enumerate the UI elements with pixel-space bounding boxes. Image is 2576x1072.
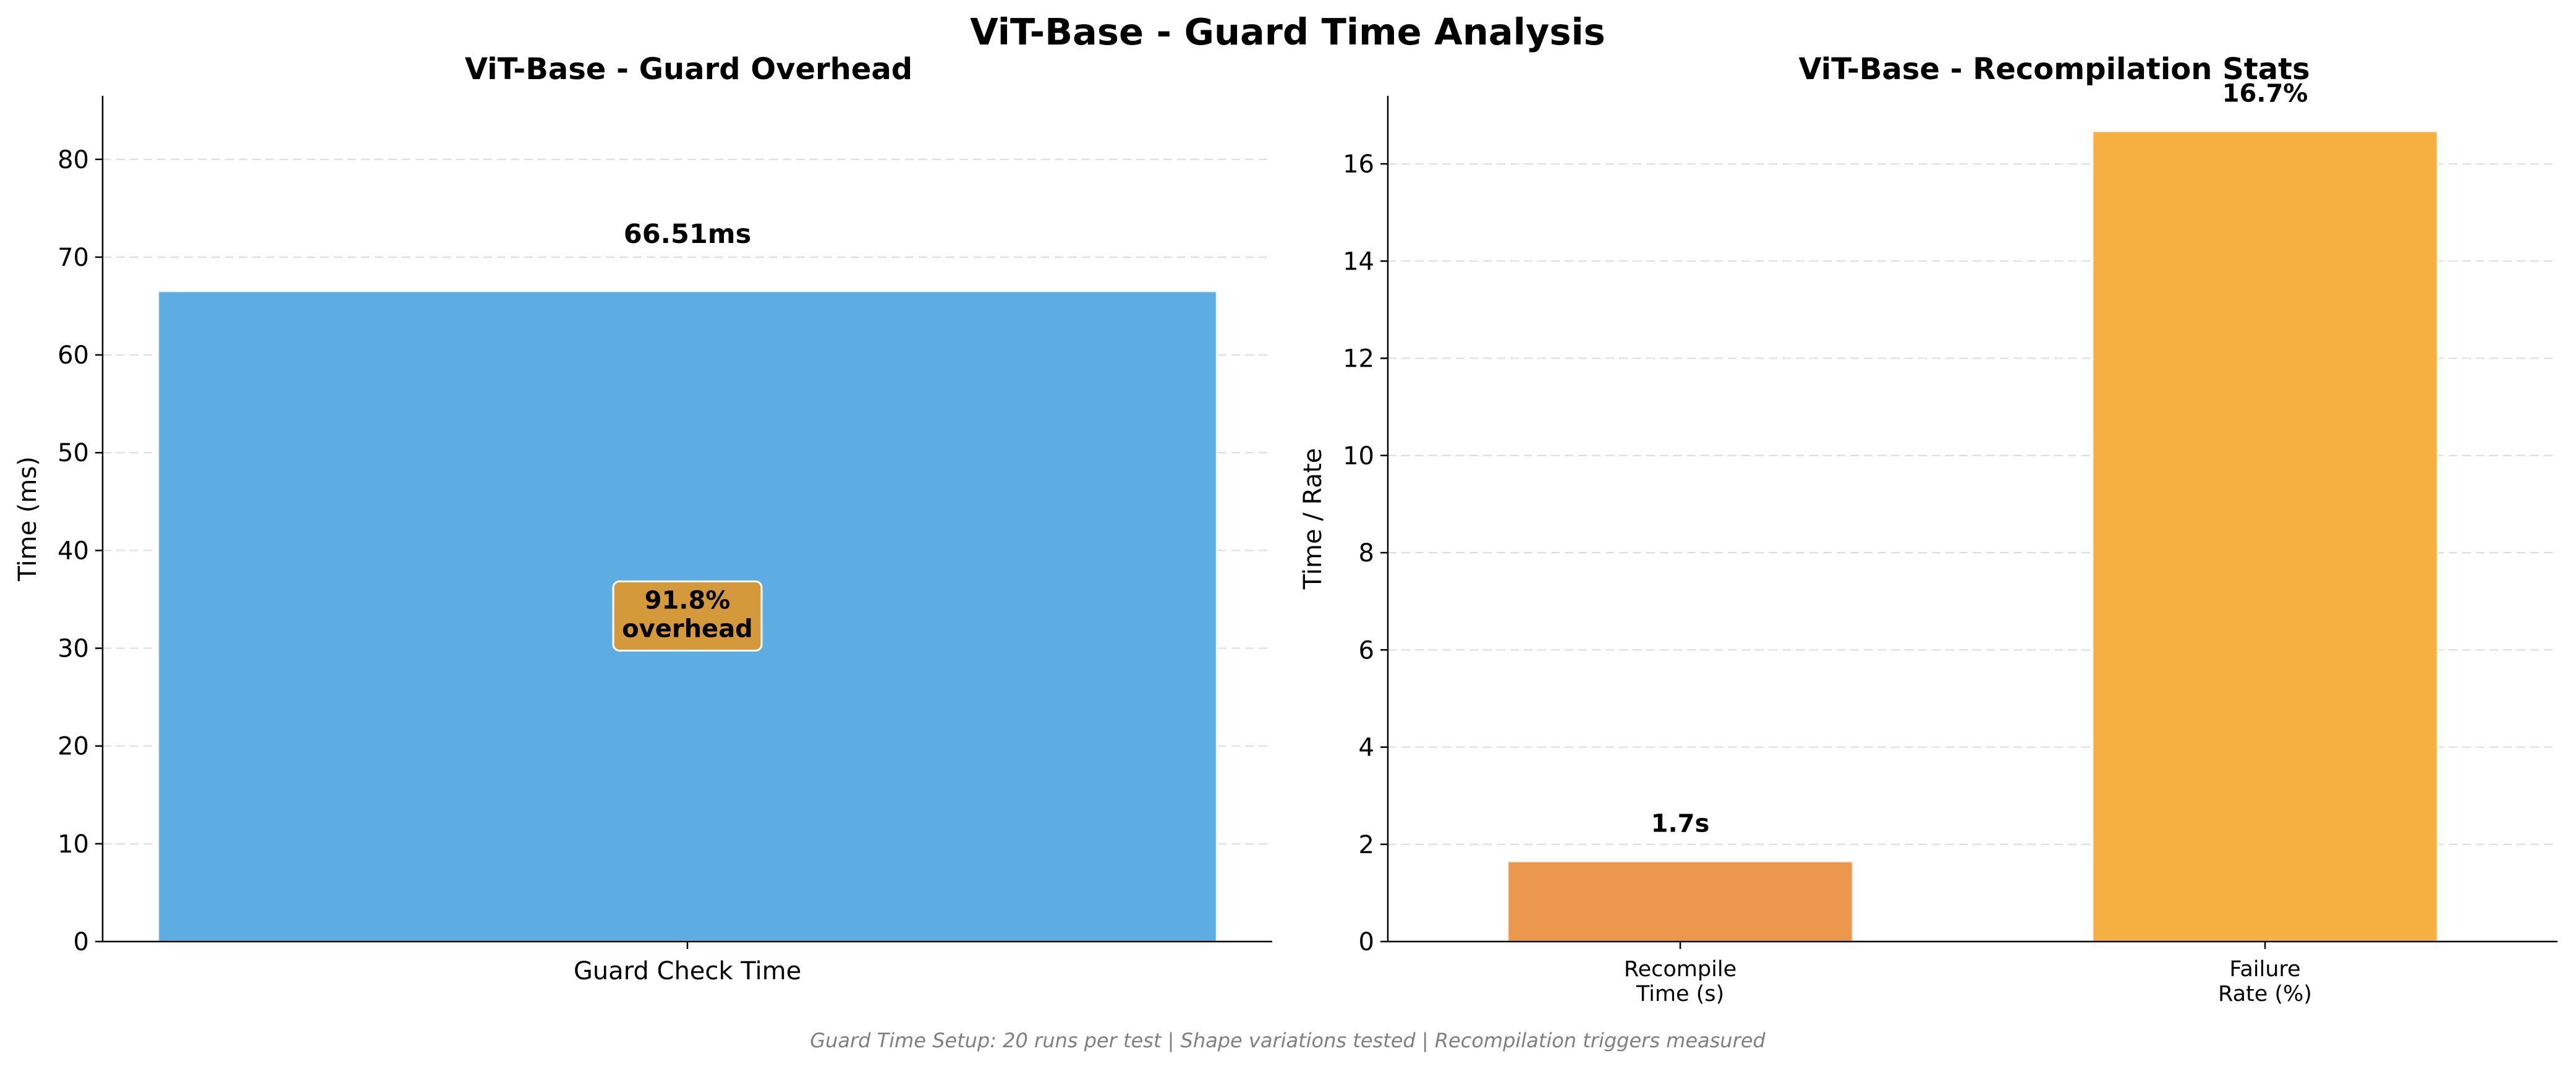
chart-1-title: ViT-Base - Recompilation Stats xyxy=(1798,52,2310,87)
chart-1-value-label-0: 1.7s xyxy=(1651,809,1710,838)
chart-0-annotation-badge xyxy=(612,580,763,652)
figure-title: ViT-Base - Guard Time Analysis xyxy=(970,11,1605,53)
chart-0-ytick-label: 40 xyxy=(57,537,89,565)
chart-1-ytick-label: 0 xyxy=(1359,928,1374,956)
chart-0-ytick-label: 70 xyxy=(57,244,89,272)
chart-guard-overhead: ViT-Base - Guard Overhead 0 10 20 30 40 50 60 70… xyxy=(14,52,1272,985)
chart-1-category-label-0: Recompile xyxy=(1624,957,1736,982)
chart-1-category-label-1: Rate (%) xyxy=(2218,982,2312,1006)
chart-1-ytick-label: 8 xyxy=(1359,539,1374,568)
chart-1-ytick-label: 4 xyxy=(1359,734,1374,762)
chart-0-category-label-0: Guard Check Time xyxy=(574,957,801,985)
chart-0-ytick-label: 10 xyxy=(57,830,89,859)
chart-0-ytick-label: 0 xyxy=(74,928,89,956)
chart-1-ytick-label: 2 xyxy=(1359,831,1374,859)
chart-0-ylabel: Time (ms) xyxy=(14,456,42,582)
chart-1-ytick-label: 6 xyxy=(1359,636,1374,665)
chart-1-value-label-1: 16.7% xyxy=(2222,79,2308,108)
chart-0-ytick-label: 50 xyxy=(57,439,89,467)
chart-1-bar-0 xyxy=(1507,860,1854,943)
chart-0-title: ViT-Base - Guard Overhead xyxy=(465,52,912,87)
chart-1-category-label-0: Time (s) xyxy=(1636,982,1724,1006)
chart-recompilation-stats: ViT-Base - Recompilation Stats 0 2 4 6 8 10 12 1… xyxy=(1299,52,2557,1006)
chart-0-ytick-label: 20 xyxy=(57,733,89,761)
chart-0-ytick-label: 60 xyxy=(57,341,89,370)
chart-0-annotation-text: overhead xyxy=(622,615,753,643)
chart-1-ylabel: Time / Rate xyxy=(1299,448,1327,590)
chart-1-bar-1 xyxy=(2091,130,2439,943)
chart-0-ytick-label: 80 xyxy=(57,146,89,174)
chart-0-value-label-0: 66.51ms xyxy=(624,219,751,250)
chart-1-ytick-label: 16 xyxy=(1343,150,1374,179)
chart-1-category-label-1: Failure xyxy=(2229,957,2300,982)
chart-0-annotation-text: 91.8% xyxy=(645,586,731,615)
footnote: Guard Time Setup: 20 runs per test | Sha… xyxy=(810,1029,1766,1052)
chart-1-ytick-label: 14 xyxy=(1343,247,1374,276)
chart-0-ytick-label: 30 xyxy=(57,635,89,663)
chart-1-ytick-label: 12 xyxy=(1343,345,1374,373)
chart-1-ytick-label: 10 xyxy=(1343,442,1374,470)
